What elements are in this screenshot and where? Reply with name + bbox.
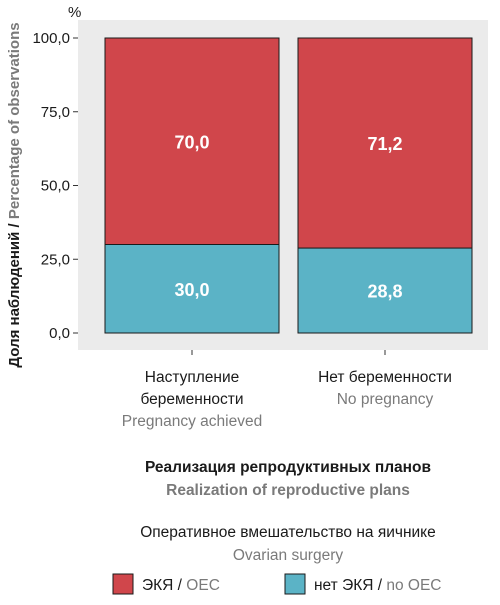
bars-group: 30,0 70,0 28,8 71,2 — [104, 37, 473, 334]
x-axis-categories: Наступление беременности Pregnancy achieve… — [122, 350, 452, 430]
legend-swatch — [112, 573, 134, 595]
x-axis-title-en: Realization of reproductive plans — [166, 482, 410, 499]
y-axis-title-sep: / — [6, 219, 23, 232]
legend-label-en: no OEC — [386, 577, 441, 594]
y-axis-title-en: Percentage of observations — [6, 22, 23, 219]
legend-title-en: Ovarian surgery — [233, 547, 344, 564]
y-axis-title-ru: Доля наблюдений — [6, 232, 23, 368]
bar-value-label: 71,2 — [367, 134, 402, 154]
y-unit-label: % — [68, 4, 81, 21]
x-category-line: Наступление — [145, 369, 239, 386]
bar-value-label: 30,0 — [174, 280, 209, 300]
y-tick-label: 25,0 — [41, 251, 70, 268]
legend-label-en: OEC — [186, 577, 220, 594]
x-axis-title-ru: Реализация репродуктивных планов — [145, 459, 431, 476]
x-category-label-en: Pregnancy achieved — [122, 413, 262, 430]
x-category-label-en: No pregnancy — [337, 391, 434, 408]
y-tick-label: 100,0 — [32, 30, 70, 47]
legend-label: ЭКЯ / OEC — [142, 577, 220, 594]
legend-label: нет ЭКЯ / no OEC — [314, 577, 442, 594]
y-tick-label: 0,0 — [49, 325, 70, 342]
legend-swatch — [284, 573, 306, 595]
bar-segment — [297, 37, 473, 249]
y-axis-ticks: 0,0 25,0 50,0 75,0 100,0 — [32, 30, 78, 342]
legend-label-ru: нет ЭКЯ / — [314, 577, 386, 594]
bar-value-label: 28,8 — [367, 282, 402, 302]
x-category-label-ru: Наступление беременности — [140, 369, 243, 408]
legend: ЭКЯ / OEC нет ЭКЯ / no OEC — [112, 573, 442, 595]
x-category-line: Нет беременности — [318, 369, 452, 386]
bar-segment — [104, 37, 280, 245]
bar-value-label: 70,0 — [174, 132, 209, 152]
legend-title-ru: Оперативное вмешательство на яичнике — [140, 524, 436, 541]
y-tick-label: 75,0 — [41, 104, 70, 121]
y-axis-title: Доля наблюдений / Percentage of observat… — [6, 22, 23, 367]
bar-segment — [104, 244, 280, 334]
bar-segment — [297, 247, 473, 334]
x-category-label-ru: Нет беременности — [318, 369, 452, 386]
legend-label-ru: ЭКЯ / — [142, 577, 186, 594]
x-category-line: беременности — [140, 391, 243, 408]
y-tick-label: 50,0 — [41, 178, 70, 195]
